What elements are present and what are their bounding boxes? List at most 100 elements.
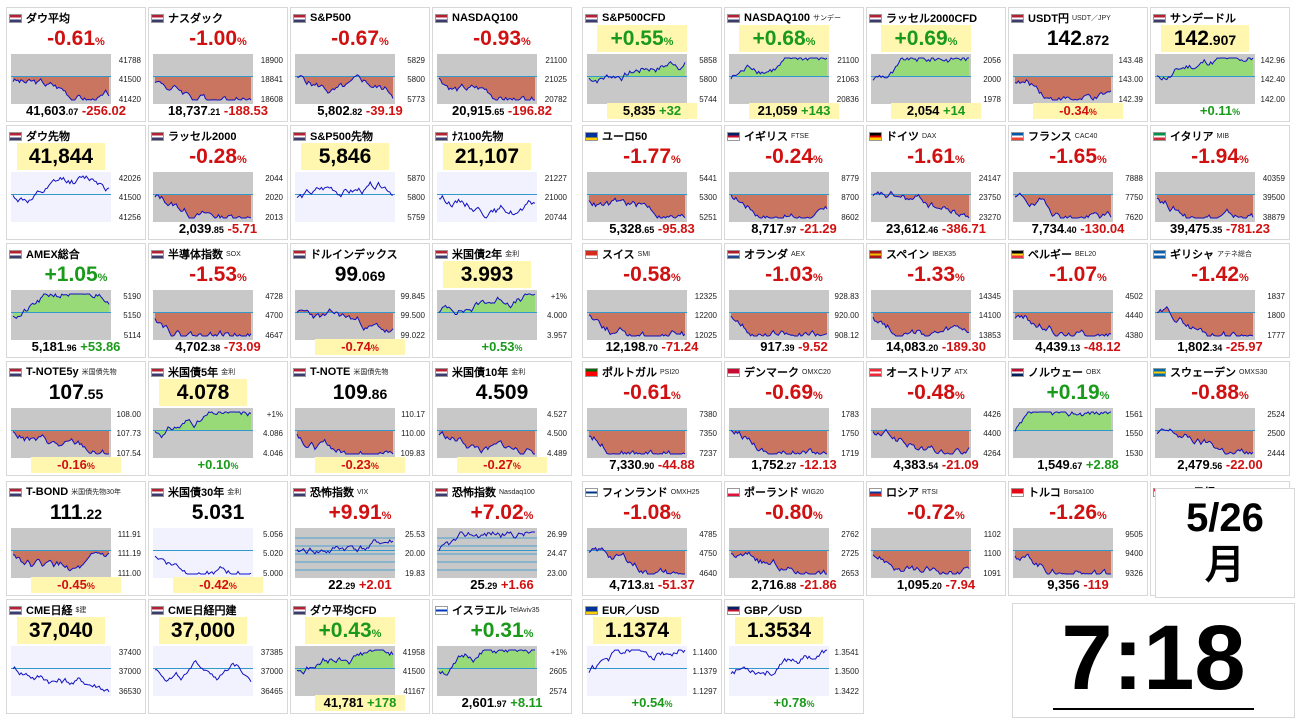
- chart-tick-label: 5300: [699, 193, 717, 202]
- market-tile[interactable]: CME日経円建 37,000 37385 37000 36465: [148, 599, 288, 714]
- chart-tick-label: 25.53: [405, 530, 426, 539]
- chart-price-line: [1014, 78, 1112, 101]
- tile-footer: 18,737.21 -188.53: [149, 103, 287, 119]
- market-tile[interactable]: NASDAQ100 サンデー +0.68% 21100 21063 20836 21,059…: [724, 7, 864, 122]
- market-tile[interactable]: ベルギー BEL20 -1.07% 4502 4440 4380 4,439.13 -48.…: [1008, 243, 1148, 358]
- tile-headline-value: 109.86: [291, 379, 429, 406]
- tile-footer: 41,781 +178: [315, 695, 405, 711]
- chart-tick-label: 4440: [1125, 311, 1143, 320]
- tile-header: ナスダック: [151, 11, 285, 25]
- market-tile[interactable]: ダウ平均CFD +0.43% 41958 41500 41167 41,781 +178: [290, 599, 430, 714]
- market-tile[interactable]: フランス CAC40 -1.65% 7888 7750 7620 7,734.40 -130…: [1008, 125, 1148, 240]
- market-tile[interactable]: ロシア RTSI -0.72% 1102 1100 1091 1,095.20 -7.94: [866, 481, 1006, 596]
- tile-change-percent: -0.16: [57, 457, 87, 472]
- chart-tick-label: 5759: [407, 213, 425, 222]
- market-tile[interactable]: ラッセル2000CFD +0.69% 2056 2000 1978 2,054 +14: [866, 7, 1006, 122]
- market-tile[interactable]: ドイツ DAX -1.61% 24147 23750 23270 23,612.46 -38…: [866, 125, 1006, 240]
- tile-footer: 1,802.34 -25.97: [1151, 339, 1289, 355]
- market-tile[interactable]: ダウ平均 -0.61% 41788 41500 41420 41,603.07 -256.…: [6, 7, 146, 122]
- market-tile[interactable]: NASDAQ100 -0.93% 21100 21025 20782 20,915.65 …: [432, 7, 572, 122]
- market-tile[interactable]: スウェーデン OMXS30 -0.88% 2524 2500 2444 2,479.56 -…: [1150, 361, 1290, 476]
- market-tile[interactable]: 米国債30年 金利 5.031 5.056 5.020 5.000 -0.42%: [148, 481, 288, 596]
- tile-price-decimal: .96: [64, 343, 77, 353]
- market-tile[interactable]: サンデードル 142.907 142.96 142.40 142.00 +0.11%: [1150, 7, 1290, 122]
- tile-price: 1.3534: [746, 619, 812, 642]
- tile-header: 米国債5年 金利: [151, 365, 285, 379]
- market-tile[interactable]: フィンランド OMXH25 -1.08% 4785 4750 4640 4,713.81 -…: [582, 481, 722, 596]
- tile-footer: -0.34%: [1033, 103, 1123, 119]
- sparkline-chart: 4785 4750 4640: [587, 528, 718, 578]
- chart-tick-label: 5800: [407, 193, 425, 202]
- market-tile[interactable]: トルコ Borsa100 -1.26% 9505 9400 9326 9,356 -119: [1008, 481, 1148, 596]
- market-tile[interactable]: ポーランド WIG20 -0.80% 2762 2725 2653 2,716.88 -21…: [724, 481, 864, 596]
- tile-subname: RTSI: [922, 488, 938, 496]
- market-tile[interactable]: イスラエル TelAviv35 +0.31% +1% 2605 2574 2,601.97 …: [432, 599, 572, 714]
- market-tile[interactable]: ユーロ50 -1.77% 5441 5300 5251 5,328.65 -95.83: [582, 125, 722, 240]
- pt-flag-icon: [585, 367, 598, 377]
- chart-price-line: [1014, 192, 1112, 219]
- market-tile[interactable]: 米国債10年 金利 4.509 4.527 4.500 4.489 -0.27%: [432, 361, 572, 476]
- tile-footer: 7,734.40 -130.04: [1009, 221, 1147, 237]
- tile-change-percent: -1.94: [1191, 145, 1240, 168]
- chart-tick-label: 37000: [261, 667, 284, 676]
- percent-sign: %: [521, 36, 531, 48]
- market-tile[interactable]: ラッセル2000 -0.28% 2044 2020 2013 2,039.85 -5.71: [148, 125, 288, 240]
- market-tile[interactable]: スイス SMI -0.58% 12325 12200 12025 12,198.70 -71…: [582, 243, 722, 358]
- market-tile[interactable]: T-BOND 米国債先物30年 111.22 111.91 111.19 111.00 -0…: [6, 481, 146, 596]
- market-tile[interactable]: イタリア MIB -1.94% 40359 39500 38879 39,475.35 -7…: [1150, 125, 1290, 240]
- tile-subname: IBEX35: [932, 250, 956, 258]
- chart-tick-label: 2013: [265, 213, 283, 222]
- tile-change-amount: +1.66: [500, 577, 534, 592]
- market-tile[interactable]: GBP／USD 1.3534 1.3541 1.3500 1.3422 +0.78%: [724, 599, 864, 714]
- market-tile[interactable]: ドルインデックス 99.069 99.845 99.500 99.022 -0.74%: [290, 243, 430, 358]
- chart-price-line: [730, 551, 827, 575]
- market-tile[interactable]: ﾅｽ100先物 21,107 21227 21000 20744: [432, 125, 572, 240]
- market-tile[interactable]: デンマーク OMXC20 -0.69% 1783 1750 1719 1,752.27 -1…: [724, 361, 864, 476]
- tile-header: フィンランド OMXH25: [585, 485, 719, 499]
- tile-change-percent: -0.93: [473, 27, 522, 50]
- market-tile[interactable]: T-NOTE5y 米国債先物 107.55 108.00 107.73 107.54 -0.…: [6, 361, 146, 476]
- tile-price: 2,479: [1177, 457, 1210, 472]
- market-tile[interactable]: EUR／USD 1.1374 1.1400 1.1379 1.1297 +0.54%: [582, 599, 722, 714]
- market-tile[interactable]: オランダ AEX -1.03% 928.83 920.00 908.12 917.39 -9…: [724, 243, 864, 358]
- sparkline-chart: 41788 41500 41420: [11, 54, 142, 104]
- chart-tick-label: 4380: [1125, 331, 1143, 340]
- percent-sign: %: [955, 272, 965, 284]
- market-tile[interactable]: スペイン IBEX35 -1.33% 14345 14100 13853 14,083.20…: [866, 243, 1006, 358]
- market-tile[interactable]: 半導体指数 SOX -1.53% 4728 4700 4647 4,702.38 -73.0…: [148, 243, 288, 358]
- chart-price-line: [872, 57, 969, 81]
- market-tile[interactable]: 米国債2年 金利 3.993 +1% 4.000 3.957 +0.53%: [432, 243, 572, 358]
- market-tile[interactable]: ポルトガル PSI20 -0.61% 7380 7350 7237 7,330.90 -44…: [582, 361, 722, 476]
- at-flag-icon: [869, 367, 882, 377]
- market-tile[interactable]: ダウ先物 41,844 42026 41500 41256: [6, 125, 146, 240]
- tile-price-decimal: .20: [929, 581, 942, 591]
- tile-price: 2,054: [906, 103, 940, 118]
- chart-background: [295, 172, 395, 222]
- market-tile[interactable]: ノルウェー OBX +0.19% 1561 1550 1530 1,549.67 +2.88: [1008, 361, 1148, 476]
- percent-sign: %: [95, 36, 105, 48]
- market-tile[interactable]: 恐怖指数 VIX +9.91% 25.53 20.00 19.83 22.29 +2.01: [290, 481, 430, 596]
- market-tile[interactable]: T-NOTE 米国債先物 109.86 110.17 110.00 109.83 -0.23…: [290, 361, 430, 476]
- market-tile[interactable]: ナスダック -1.00% 18900 18841 18608 18,737.21 -188…: [148, 7, 288, 122]
- market-tile[interactable]: オーストリア ATX -0.48% 4426 4400 4264 4,383.54 -21.…: [866, 361, 1006, 476]
- market-tile[interactable]: 恐怖指数 Nasdaq100 +7.02% 26.99 24.47 23.00 25.29 …: [432, 481, 572, 596]
- market-tile[interactable]: S&P500先物 5,846 5870 5800 5759: [290, 125, 430, 240]
- tile-footer: 4,702.38 -73.09: [149, 339, 287, 355]
- market-tile[interactable]: S&P500 -0.67% 5829 5800 5773 5,802.82 -39.19: [290, 7, 430, 122]
- chart-tick-label: 8602: [841, 213, 859, 222]
- chart-area: [589, 430, 685, 454]
- market-tile[interactable]: USDT円 USDT／JPY 142.872 143.48 143.00 142.39 -0…: [1008, 7, 1148, 122]
- market-tile[interactable]: CME日経 $建 37,040 37400 37000 36530: [6, 599, 146, 714]
- market-tile[interactable]: イギリス FTSE -0.24% 8779 8700 8602 8,717.97 -21.2…: [724, 125, 864, 240]
- chart-tick-label: 1719: [841, 449, 859, 458]
- tile-change-amount: -5.71: [227, 221, 258, 236]
- chart-price-line: [588, 314, 686, 337]
- tile-price-decimal: .35: [1209, 225, 1223, 235]
- market-tile[interactable]: 米国債5年 金利 4.078 +1% 4.086 4.046 +0.10%: [148, 361, 288, 476]
- market-tile[interactable]: AMEX総合 +1.05% 5190 5150 5114 5,181.96 +53.86: [6, 243, 146, 358]
- sparkline-chart: 142.96 142.40 142.00: [1155, 54, 1286, 104]
- tile-price-decimal: .34: [1209, 343, 1223, 353]
- market-tile[interactable]: ギリシャ アテネ総合 -1.42% 1837 1800 1777 1,802.34 -25.…: [1150, 243, 1290, 358]
- tile-name: ポーランド: [744, 487, 799, 499]
- market-tile[interactable]: S&P500CFD +0.55% 5858 5800 5744 5,835 +32: [582, 7, 722, 122]
